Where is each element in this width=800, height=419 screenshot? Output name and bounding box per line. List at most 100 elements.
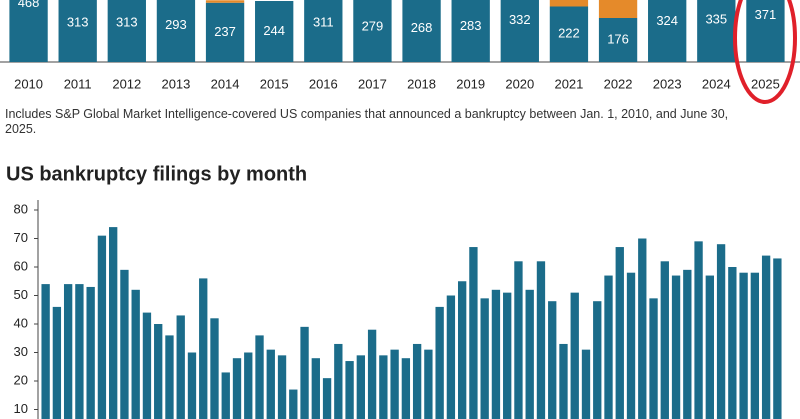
- bar: [503, 292, 512, 419]
- bar: [435, 306, 444, 419]
- bar: [615, 247, 624, 419]
- bar-segment: [598, 18, 638, 62]
- x-tick-label: 2013: [161, 76, 190, 91]
- bar: [469, 247, 478, 419]
- value-label: 313: [67, 14, 89, 29]
- chart-note: Includes S&P Global Market Intelligence-…: [5, 107, 729, 136]
- bar: [638, 238, 647, 419]
- bar: [671, 275, 681, 419]
- x-tick-label: 2011: [64, 76, 92, 91]
- bar: [210, 318, 219, 419]
- bar: [649, 298, 658, 419]
- bar: [86, 286, 95, 419]
- bar: [626, 272, 636, 419]
- bar: [491, 289, 501, 419]
- bar: [424, 349, 433, 419]
- value-label: 332: [509, 12, 531, 27]
- bar: [52, 306, 62, 419]
- bar-segment: [697, 0, 736, 62]
- x-tick-label: 2025: [751, 76, 780, 91]
- bar: [345, 361, 354, 419]
- value-label: 268: [411, 20, 433, 35]
- bar: [457, 281, 467, 419]
- bar: [401, 358, 411, 419]
- bar: [694, 241, 703, 419]
- bar: [334, 343, 343, 419]
- bar-segment: [255, 1, 294, 62]
- x-tick-label: 2023: [653, 76, 682, 91]
- bar: [221, 372, 230, 419]
- bar-segment: [58, 0, 97, 62]
- y-tick-label: 10: [14, 401, 28, 416]
- bar: [322, 378, 332, 419]
- chart-title: US bankruptcy filings by month: [6, 163, 307, 185]
- x-tick-label: 2022: [604, 76, 633, 91]
- bar: [109, 227, 118, 419]
- bar: [300, 326, 309, 419]
- bar: [548, 301, 557, 419]
- bar-segment: [746, 0, 785, 62]
- value-label: 324: [656, 13, 678, 28]
- value-label: 283: [460, 18, 482, 33]
- bar: [277, 355, 287, 419]
- bar: [199, 278, 208, 419]
- y-tick-label: 60: [14, 258, 28, 273]
- value-label: 468: [18, 0, 40, 10]
- bar: [660, 261, 669, 419]
- bar-segment: [107, 0, 146, 62]
- bar: [232, 358, 242, 419]
- bar: [773, 258, 782, 419]
- bar-segment: [549, 0, 589, 7]
- bar: [244, 352, 253, 419]
- y-tick-label: 80: [14, 201, 28, 216]
- highlight-circle: [733, 0, 797, 104]
- bar: [739, 272, 748, 419]
- bar: [536, 261, 546, 419]
- bar-segment: [205, 0, 245, 3]
- bar: [559, 343, 568, 419]
- bar: [604, 275, 613, 419]
- value-label: 371: [755, 7, 777, 22]
- bar: [728, 267, 737, 419]
- bar: [311, 358, 320, 419]
- bar: [120, 269, 129, 419]
- bar-segment: [549, 6, 589, 62]
- bar: [97, 235, 107, 419]
- value-label: 237: [214, 24, 236, 39]
- bar: [142, 312, 152, 419]
- x-tick-label: 2017: [358, 76, 387, 91]
- bar: [266, 349, 275, 419]
- x-tick-label: 2021: [554, 76, 583, 91]
- bar: [525, 289, 534, 419]
- bar: [761, 255, 771, 419]
- x-tick-label: 2012: [112, 76, 141, 91]
- bar: [390, 349, 399, 419]
- bar: [412, 343, 422, 419]
- bar: [75, 284, 84, 419]
- y-tick-label: 70: [14, 230, 28, 245]
- bar: [289, 389, 298, 419]
- bar: [131, 289, 140, 419]
- value-label: 176: [607, 31, 629, 46]
- bar-segment: [598, 0, 638, 18]
- bar: [187, 352, 197, 419]
- bar: [683, 269, 692, 419]
- bar: [581, 349, 591, 419]
- bar-segment: [402, 0, 441, 62]
- x-tick-label: 2018: [407, 76, 436, 91]
- y-tick-label: 30: [14, 344, 28, 359]
- y-tick-label: 20: [14, 372, 28, 387]
- x-tick-label: 2020: [505, 76, 534, 91]
- bar: [154, 324, 163, 419]
- bar: [63, 284, 73, 419]
- value-label: 222: [558, 26, 580, 41]
- bar: [705, 275, 714, 419]
- bar: [367, 329, 377, 419]
- value-label: 244: [263, 23, 285, 38]
- y-tick-label: 50: [14, 287, 28, 302]
- bar-segment: [156, 0, 196, 62]
- x-tick-label: 2010: [14, 76, 43, 91]
- bar: [570, 292, 579, 419]
- bar: [716, 244, 726, 419]
